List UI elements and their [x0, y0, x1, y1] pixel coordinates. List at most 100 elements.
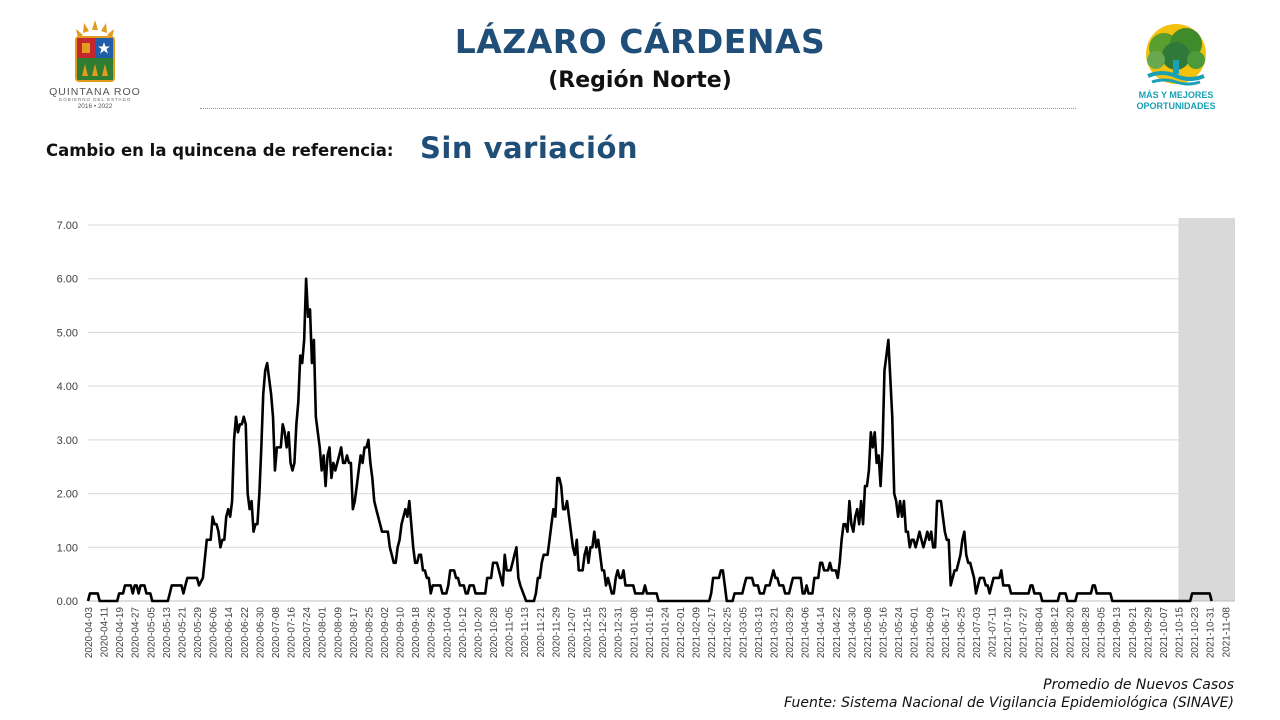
x-tick-label: 2021-05-08 [863, 607, 874, 659]
x-tick-label: 2021-07-19 [1003, 607, 1014, 659]
x-tick-label: 2021-07-27 [1019, 607, 1030, 659]
x-tick-label: 2020-07-24 [302, 607, 313, 659]
x-tick-label: 2020-06-14 [224, 607, 235, 659]
x-tick-label: 2020-08-01 [318, 607, 329, 659]
x-tick-label: 2020-06-30 [255, 607, 266, 659]
x-tick-label: 2021-03-05 [738, 607, 749, 659]
x-tick-label: 2021-09-21 [1128, 607, 1139, 659]
svg-text:OPORTUNIDADES: OPORTUNIDADES [1136, 101, 1215, 111]
y-tick-label: 5.00 [57, 327, 78, 339]
x-tick-label: 2020-09-02 [380, 607, 391, 659]
x-tick-label: 2021-04-22 [832, 607, 843, 659]
x-tick-label: 2020-05-21 [177, 607, 188, 659]
mas-y-mejores-logo: MÁS Y MEJORES OPORTUNIDADES [1128, 20, 1224, 112]
x-tick-label: 2020-11-13 [520, 607, 531, 658]
svg-text:MÁS Y MEJORES: MÁS Y MEJORES [1139, 90, 1214, 100]
x-tick-label: 2020-05-05 [146, 607, 157, 659]
x-tick-label: 2021-02-01 [676, 607, 687, 659]
x-tick-label: 2021-05-24 [894, 607, 905, 659]
x-tick-label: 2021-10-07 [1159, 607, 1170, 659]
x-tick-label: 2021-09-13 [1112, 607, 1123, 659]
x-tick-label: 2021-10-15 [1175, 607, 1186, 659]
x-tick-label: 2020-12-07 [567, 607, 578, 659]
y-tick-label: 3.00 [57, 435, 78, 447]
x-tick-label: 2021-10-31 [1206, 607, 1217, 659]
x-tick-label: 2021-04-14 [816, 607, 827, 659]
x-tick-label: 2021-02-09 [692, 607, 703, 659]
x-tick-label: 2021-10-23 [1190, 607, 1201, 659]
x-tick-label: 2020-04-27 [131, 607, 142, 659]
shaded-region [1178, 218, 1235, 601]
x-tick-label: 2021-01-16 [645, 607, 656, 659]
y-tick-label: 4.00 [57, 381, 78, 393]
cases-line-chart: 0.00 1.00 2.00 3.00 4.00 5.00 6.00 7.00 2020-04… [57, 218, 1235, 659]
x-tick-label: 2021-02-25 [723, 607, 734, 659]
x-tick-label: 2021-01-24 [660, 607, 671, 659]
x-tick-label: 2021-02-17 [707, 607, 718, 659]
page-subtitle: (Región Norte) [548, 68, 732, 93]
x-tick-label: 2020-06-06 [209, 607, 220, 659]
header-divider [200, 108, 1076, 109]
x-tick-label: 2020-08-09 [333, 607, 344, 659]
x-tick-label: 2021-08-04 [1034, 607, 1045, 659]
x-tick-label: 2020-11-21 [536, 607, 547, 658]
x-tick-label: 2020-09-10 [396, 607, 407, 659]
x-tick-label: 2020-10-20 [473, 607, 484, 659]
x-tick-label: 2021-03-13 [754, 607, 765, 659]
x-tick-label: 2021-09-05 [1097, 607, 1108, 659]
x-tick-label: 2020-09-18 [411, 607, 422, 659]
x-tick-label: 2021-04-30 [847, 607, 858, 659]
change-value: Sin variación [420, 131, 639, 165]
svg-text:GOBIERNO DEL ESTADO: GOBIERNO DEL ESTADO [59, 97, 132, 102]
change-label: Cambio en la quincena de referencia: [46, 141, 394, 160]
x-tick-label: 2021-07-03 [972, 607, 983, 659]
x-tick-label: 2021-06-17 [941, 607, 952, 659]
x-tick-label: 2020-08-25 [364, 607, 375, 659]
x-tick-label: 2020-11-29 [551, 607, 562, 658]
x-tick-label: 2020-10-12 [458, 607, 469, 659]
x-tick-label: 2021-08-12 [1050, 607, 1061, 659]
y-tick-label: 7.00 [57, 220, 78, 232]
x-tick-label: 2021-01-08 [629, 607, 640, 659]
chart-metric-note: Promedio de Nuevos Casos [1043, 677, 1234, 693]
source-note: Fuente: Sistema Nacional de Vigilancia E… [784, 695, 1234, 711]
x-tick-label: 2020-06-22 [240, 607, 251, 659]
y-tick-label: 0.00 [57, 596, 78, 608]
x-tick-label: 2021-06-01 [910, 607, 921, 659]
x-tick-label: 2021-04-06 [801, 607, 812, 659]
x-tick-label: 2020-04-11 [100, 607, 111, 658]
x-tick-label: 2021-06-25 [956, 607, 967, 659]
x-tick-label: 2020-07-16 [287, 607, 298, 659]
x-tick-label: 2020-07-08 [271, 607, 282, 659]
x-tick-label: 2021-03-21 [769, 607, 780, 659]
y-tick-label: 2.00 [57, 489, 78, 501]
x-tick-label: 2020-04-19 [115, 607, 126, 659]
x-tick-label: 2021-07-11 [988, 607, 999, 658]
x-tick-label: 2021-08-20 [1065, 607, 1076, 659]
state-coat-of-arms-icon: QUINTANA ROO GOBIERNO DEL ESTADO 2016 • … [49, 20, 141, 110]
x-tick-label: 2021-03-29 [785, 607, 796, 659]
quintana-roo-logo: QUINTANA ROO GOBIERNO DEL ESTADO 2016 • … [40, 18, 150, 110]
x-tick-label: 2020-09-26 [427, 607, 438, 659]
x-tick-label: 2021-08-28 [1081, 607, 1092, 659]
tree-logo-icon: MÁS Y MEJORES OPORTUNIDADES [1136, 24, 1216, 111]
page-title: LÁZARO CÁRDENAS [454, 22, 826, 61]
x-tick-label: 2020-05-29 [193, 607, 204, 659]
x-tick-label: 2020-10-28 [489, 607, 500, 659]
x-tick-label: 2021-05-16 [879, 607, 890, 659]
x-tick-label: 2021-11-08 [1221, 607, 1232, 658]
series-line [86, 277, 1213, 603]
x-tick-label: 2020-11-05 [505, 607, 516, 658]
x-tick-label: 2020-04-03 [84, 607, 95, 659]
x-tick-label: 2020-12-31 [614, 607, 625, 659]
x-tick-label: 2020-08-17 [349, 607, 360, 659]
svg-text:QUINTANA ROO: QUINTANA ROO [49, 86, 141, 98]
x-tick-label: 2020-05-13 [162, 607, 173, 659]
y-tick-label: 1.00 [57, 542, 78, 554]
x-tick-label: 2020-12-15 [583, 607, 594, 659]
x-tick-label: 2021-06-09 [925, 607, 936, 659]
y-tick-label: 6.00 [57, 274, 78, 286]
svg-text:2016 • 2022: 2016 • 2022 [78, 103, 113, 110]
x-tick-label: 2020-12-23 [598, 607, 609, 659]
x-tick-label: 2021-09-29 [1143, 607, 1154, 659]
